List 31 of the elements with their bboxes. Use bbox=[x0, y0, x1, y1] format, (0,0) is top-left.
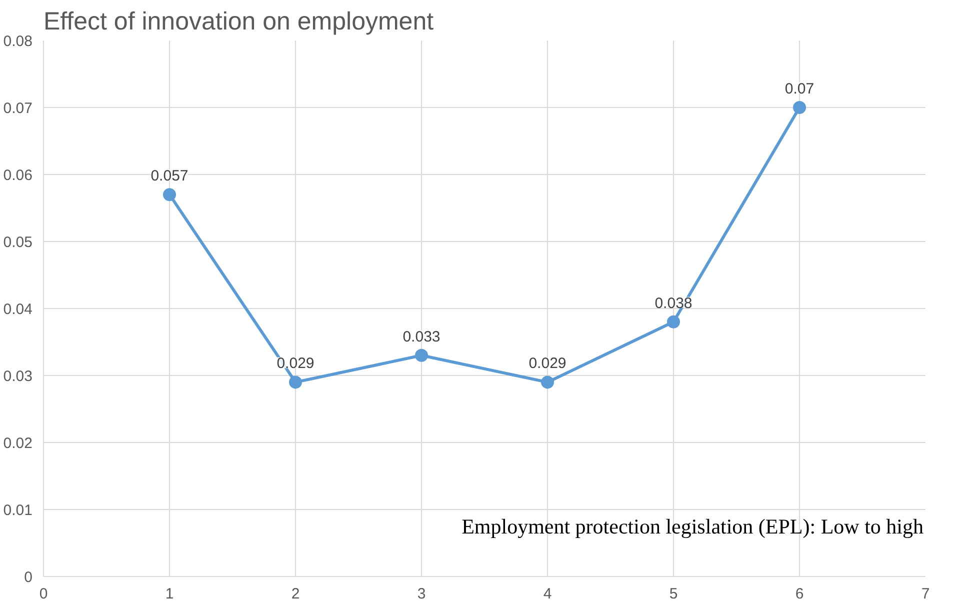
y-tick-label: 0.05 bbox=[3, 234, 33, 251]
y-tick-label: 0.08 bbox=[3, 33, 33, 50]
point bbox=[415, 348, 428, 362]
y-tick-label: 0.06 bbox=[3, 167, 33, 184]
x-tick-label: 2 bbox=[291, 586, 300, 602]
x-tick-label: 6 bbox=[795, 586, 804, 602]
x-tick-label: 1 bbox=[165, 586, 174, 602]
data-label: 0.07 bbox=[784, 80, 814, 98]
point bbox=[289, 376, 302, 389]
data-label: 0.029 bbox=[276, 355, 314, 372]
data-label: 0.033 bbox=[402, 328, 440, 346]
point bbox=[541, 376, 554, 389]
point bbox=[667, 315, 680, 328]
y-tick-label: 0.03 bbox=[3, 368, 33, 385]
x-tick-label: 5 bbox=[669, 586, 678, 602]
annotation: Employment protection legislation (EPL): Low to high bbox=[462, 514, 924, 538]
y-tick-label: 0 bbox=[24, 569, 32, 586]
x-tick-label: 7 bbox=[921, 586, 930, 602]
point bbox=[163, 188, 176, 202]
x-tick-label: 3 bbox=[417, 586, 426, 602]
x-tick-label: 0 bbox=[39, 586, 48, 602]
y-tick-label: 0.07 bbox=[3, 100, 33, 117]
point bbox=[793, 101, 806, 114]
y-tick-label: 0.02 bbox=[3, 435, 33, 452]
data-label: 0.038 bbox=[654, 294, 692, 312]
x-tick-label: 4 bbox=[543, 586, 552, 602]
data-label: 0.057 bbox=[150, 168, 188, 185]
chart-title: Effect of innovation on employment bbox=[44, 8, 434, 36]
data-label: 0.029 bbox=[528, 355, 566, 372]
y-tick-label: 0.04 bbox=[3, 301, 33, 318]
y-tick-label: 0.01 bbox=[3, 502, 33, 519]
